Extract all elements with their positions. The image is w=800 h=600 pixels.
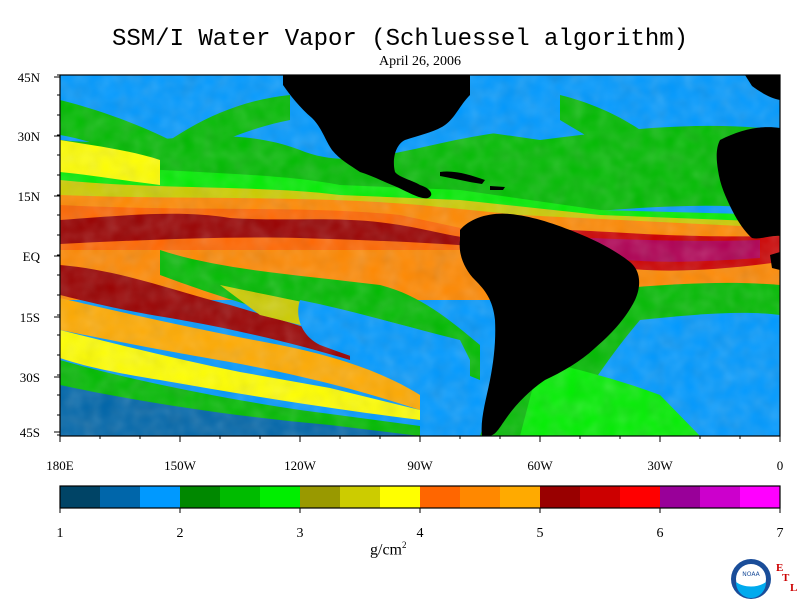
map-date: April 26, 2006 [378, 54, 462, 69]
lat-label: 30S [20, 370, 40, 385]
etl-letter-l: L [790, 582, 798, 594]
colorbar-swatch [540, 486, 581, 508]
map-title: SSM/I Water Vapor (Schluessel algorithm) [111, 26, 689, 53]
lat-label: 45S [20, 425, 40, 440]
longitude-labels: 180E 150W 120W 90W 60W 30W 0 [46, 458, 783, 473]
colorbar-swatch [420, 486, 461, 508]
colorbar-swatch [460, 486, 501, 508]
colorbar [59, 485, 781, 509]
lat-label: 15S [20, 310, 40, 325]
units-label: g/cm2 [370, 540, 407, 559]
colorbar-swatch [140, 486, 181, 508]
colorbar-swatch [700, 486, 741, 508]
lon-label: 0 [777, 458, 784, 473]
noaa-logo-icon: NOAA [731, 559, 771, 599]
colorbar-tick-label: 5 [537, 526, 544, 541]
colorbar-swatch [380, 486, 421, 508]
africa-land [716, 127, 780, 239]
colorbar-tick-label: 3 [297, 526, 304, 541]
colorbar-tick-label: 7 [777, 526, 784, 541]
north-america-land [283, 75, 470, 199]
colorbar-tick-label: 2 [177, 526, 184, 541]
lon-label: 90W [407, 458, 433, 473]
colorbar-tick-label: 4 [417, 526, 424, 541]
colorbar-swatch [340, 486, 381, 508]
etl-letter-t: T [782, 572, 790, 584]
colorbar-tick-label: 6 [657, 526, 664, 541]
colorbar-swatch [300, 486, 341, 508]
lon-label: 120W [284, 458, 317, 473]
colorbar-swatch [620, 486, 661, 508]
lon-label: 60W [527, 458, 553, 473]
etl-letter-e: E [776, 562, 784, 574]
lat-label: 45N [18, 70, 41, 85]
colorbar-tick-label: 1 [57, 526, 64, 541]
lat-label: EQ [23, 249, 41, 264]
colorbar-swatch [220, 486, 261, 508]
map-field [60, 75, 780, 436]
colorbar-swatch [60, 486, 101, 508]
caribbean-islands-land [440, 171, 485, 184]
lon-label: 150W [164, 458, 197, 473]
colorbar-swatch [660, 486, 701, 508]
lat-label: 30N [18, 129, 41, 144]
lon-label: 30W [647, 458, 673, 473]
colorbar-swatch [100, 486, 141, 508]
lat-label: 15N [18, 189, 41, 204]
colorbar-swatch [740, 486, 781, 508]
lon-label: 180E [46, 458, 74, 473]
colorbar-swatch [580, 486, 621, 508]
colorbar-tick-labels: 1 2 3 4 5 6 7 [57, 508, 784, 541]
svg-text:NOAA: NOAA [742, 571, 760, 578]
latitude-labels: 45N 30N 15N EQ 15S 30S 45S [18, 70, 41, 440]
south-america-land [459, 213, 640, 436]
colorbar-swatch [180, 486, 221, 508]
colorbar-swatch [260, 486, 301, 508]
colorbar-swatch [500, 486, 541, 508]
